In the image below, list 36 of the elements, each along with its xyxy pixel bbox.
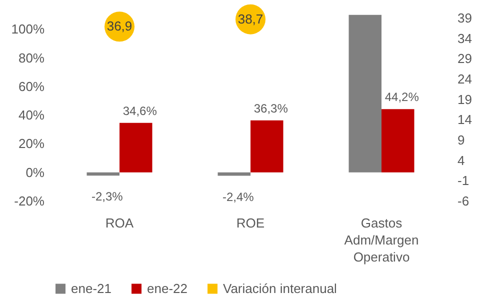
- bar: [250, 120, 284, 172]
- y2-tick-label: 9: [458, 132, 465, 148]
- y-tick-label: 20%: [18, 136, 45, 152]
- bar: [86, 172, 120, 176]
- bar: [382, 109, 414, 172]
- x-tick-label: ROE: [236, 216, 265, 230]
- x-tick-label: Gastos Adm/Margen Operativo: [344, 216, 419, 264]
- y-tick-label: 60%: [18, 78, 45, 94]
- y2-tick-label: 34: [458, 30, 472, 46]
- y2-tick-label: 19: [458, 92, 472, 107]
- data-label: 38,7: [238, 11, 264, 26]
- y2-tick-label: 29: [458, 51, 472, 66]
- legend-label: ene-22: [147, 280, 188, 296]
- y-tick-label: 100%: [11, 22, 45, 37]
- data-label: -2,3%: [91, 190, 124, 204]
- y2-tick-label: -6: [458, 194, 470, 208]
- legend-label: Variación interanual: [223, 280, 338, 296]
- legend-label: ene-21: [71, 280, 112, 296]
- y2-tick-label: -1: [458, 173, 470, 188]
- y-tick-label: 40%: [18, 108, 45, 123]
- data-label: 36,9: [106, 18, 132, 34]
- bar: [218, 172, 250, 176]
- data-label: 34,6%: [122, 104, 158, 118]
- data-label: -2,4%: [222, 190, 254, 204]
- bar: [348, 14, 382, 172]
- y2-tick-label: 4: [458, 152, 465, 168]
- data-label: 44,2%: [384, 90, 420, 104]
- data-label: 36,3%: [254, 101, 288, 116]
- y-tick-label: -20%: [14, 194, 45, 208]
- y-tick-label: 80%: [18, 50, 45, 66]
- y2-tick-label: 24: [458, 72, 472, 87]
- x-tick-label: ROA: [105, 216, 134, 230]
- y-tick-label: 0%: [26, 164, 45, 180]
- y2-tick-label: 14: [458, 112, 472, 128]
- y2-tick-label: 39: [458, 10, 472, 26]
- bar: [120, 122, 152, 172]
